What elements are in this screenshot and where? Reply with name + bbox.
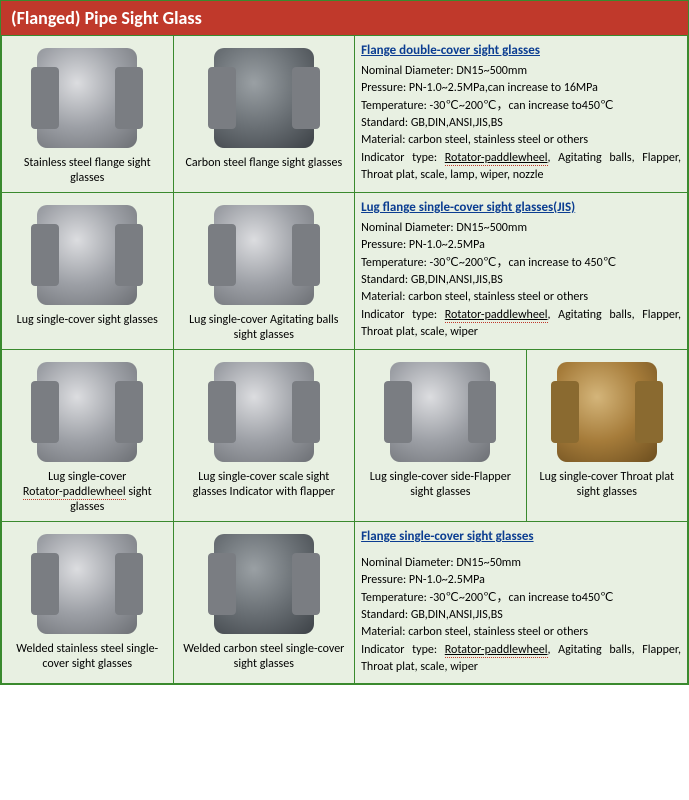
product-image — [214, 48, 314, 148]
caption-text-underline: Rotator-paddlewheel — [23, 485, 126, 500]
spec-line: Material: carbon steel, stainless steel … — [361, 289, 681, 306]
caption: Stainless steel flange sight glasses — [8, 156, 167, 186]
catalog-table-container: (Flanged) Pipe Sight Glass Stainless ste… — [0, 0, 689, 685]
product-image — [214, 205, 314, 305]
caption: Carbon steel flange sight glasses — [180, 156, 349, 171]
spec-line: Material: carbon steel, stainless steel … — [361, 624, 681, 641]
spec-title: Lug flange single-cover sight glasses(JI… — [361, 199, 681, 218]
spec-line: Pressure: PN-1.0~2.5MPa,can increase to … — [361, 80, 681, 97]
spec-line: Standard: GB,DIN,ANSI,JIS,BS — [361, 115, 681, 132]
spec-text-underline: Rotator-paddlewheel — [445, 151, 548, 166]
spec-text-underline: Rotator-paddlewheel — [445, 643, 548, 658]
caption: Lug single-cover Agitating balls sight g… — [180, 313, 349, 343]
caption-text: Lug single-cover — [48, 470, 126, 484]
spec-line: Indicator type: Rotator-paddlewheel, Agi… — [361, 307, 681, 342]
row2-spec: Lug flange single-cover sight glasses(JI… — [355, 193, 688, 350]
caption: Lug single-cover Rotator-paddlewheel sig… — [8, 470, 167, 515]
spec-line: Indicator type: Rotator-paddlewheel, Agi… — [361, 642, 681, 677]
spec-text: Indicator type: — [361, 151, 445, 165]
spec-line: Temperature: -30℃~200℃，can increase to45… — [361, 590, 681, 607]
catalog-table: Stainless steel flange sight glasses Car… — [1, 35, 688, 684]
row3-cell2: Lug single-cover scale sight glasses Ind… — [173, 350, 355, 522]
row1-cell2: Carbon steel flange sight glasses — [173, 36, 355, 193]
product-image — [37, 205, 137, 305]
spec-title: Flange single-cover sight glasses — [361, 528, 681, 547]
spec-line: Standard: GB,DIN,ANSI,JIS,BS — [361, 607, 681, 624]
product-image — [37, 534, 137, 634]
product-image — [37, 362, 137, 462]
spec-line: Pressure: PN-1.0~2.5MPa — [361, 237, 681, 254]
spec-title: Flange double-cover sight glasses — [361, 42, 681, 61]
caption: Lug single-cover scale sight glasses Ind… — [180, 470, 349, 500]
row1-cell1: Stainless steel flange sight glasses — [2, 36, 174, 193]
row3-cell4: Lug single-cover Throat plat sight glass… — [526, 350, 687, 522]
row4-spec: Flange single-cover sight glasses Nomina… — [355, 522, 688, 684]
caption: Welded stainless steel single-cover sigh… — [8, 642, 167, 672]
spec-line: Material: carbon steel, stainless steel … — [361, 132, 681, 149]
product-image — [214, 362, 314, 462]
row2-cell2: Lug single-cover Agitating balls sight g… — [173, 193, 355, 350]
caption: Lug single-cover sight glasses — [8, 313, 167, 328]
spec-line: Nominal Diameter: DN15~500mm — [361, 63, 681, 80]
row1-spec: Flange double-cover sight glasses Nomina… — [355, 36, 688, 193]
section-header: (Flanged) Pipe Sight Glass — [1, 1, 688, 35]
product-image — [390, 362, 490, 462]
spec-line: Standard: GB,DIN,ANSI,JIS,BS — [361, 272, 681, 289]
caption: Lug single-cover Throat plat sight glass… — [533, 470, 681, 500]
row3-cell1: Lug single-cover Rotator-paddlewheel sig… — [2, 350, 174, 522]
row4-cell2: Welded carbon steel single-cover sight g… — [173, 522, 355, 684]
caption: Lug single-cover side-Flapper sight glas… — [361, 470, 520, 500]
spec-line: Pressure: PN-1.0~2.5MPa — [361, 572, 681, 589]
row4-cell1: Welded stainless steel single-cover sigh… — [2, 522, 174, 684]
product-image — [557, 362, 657, 462]
spec-line: Indicator type: Rotator-paddlewheel, Agi… — [361, 150, 681, 185]
spec-line: Nominal Diameter: DN15~500mm — [361, 220, 681, 237]
row2-cell1: Lug single-cover sight glasses — [2, 193, 174, 350]
spec-text: Indicator type: — [361, 643, 445, 657]
spec-line: Temperature: -30℃~200℃，can increase to45… — [361, 98, 681, 115]
spec-line: Nominal Diameter: DN15~50mm — [361, 555, 681, 572]
row3-cell3: Lug single-cover side-Flapper sight glas… — [355, 350, 527, 522]
product-image — [37, 48, 137, 148]
product-image — [214, 534, 314, 634]
caption: Welded carbon steel single-cover sight g… — [180, 642, 349, 672]
spec-text: Indicator type: — [361, 308, 445, 322]
spec-text-underline: Rotator-paddlewheel — [445, 308, 548, 323]
spec-line: Temperature: -30℃~200℃，can increase to 4… — [361, 255, 681, 272]
